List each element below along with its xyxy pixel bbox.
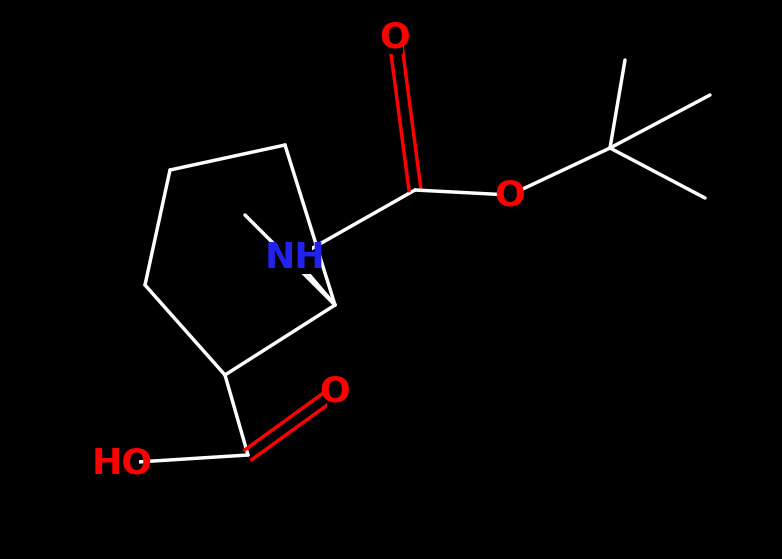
- Bar: [327, 376, 343, 408]
- Text: O: O: [379, 21, 411, 55]
- Text: HO: HO: [91, 446, 152, 480]
- Text: NH: NH: [264, 241, 325, 275]
- Bar: [278, 243, 312, 273]
- Bar: [105, 447, 139, 479]
- Bar: [386, 22, 404, 54]
- Bar: [501, 179, 518, 211]
- Text: O: O: [320, 375, 350, 409]
- Text: O: O: [495, 178, 526, 212]
